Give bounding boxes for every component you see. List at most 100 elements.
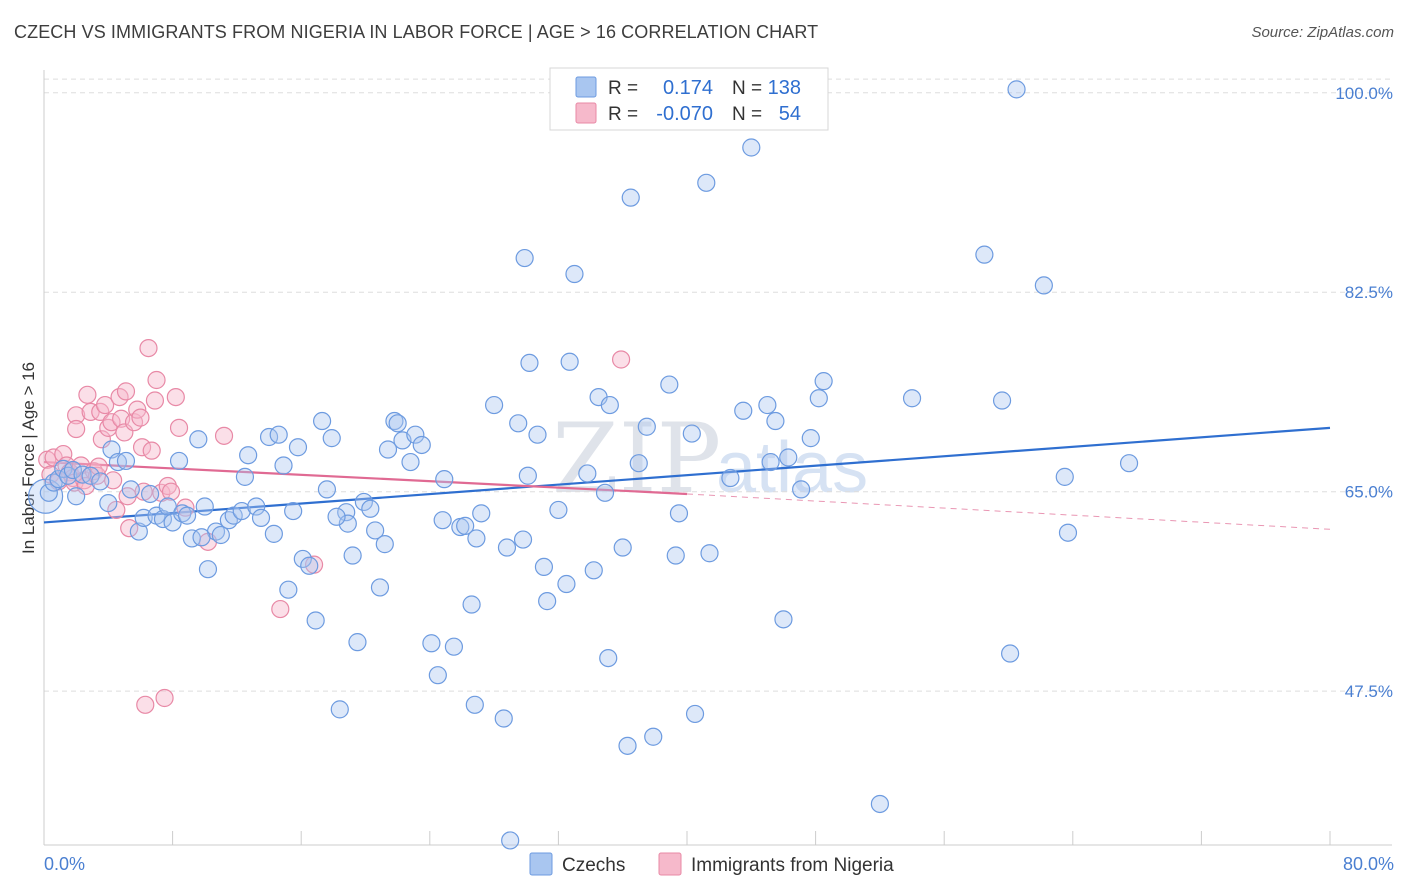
series-czech-points: [28, 80, 1139, 850]
legend-swatch-nigeria: [575, 102, 597, 124]
point-czech: [198, 560, 218, 579]
point-czech: [758, 395, 777, 415]
legend-r-label-czech: R =: [608, 78, 638, 99]
point-nigeria: [145, 391, 165, 410]
point-czech: [401, 452, 420, 472]
point-czech: [140, 484, 160, 504]
point-czech: [129, 522, 148, 541]
point-czech: [613, 538, 632, 557]
point-czech: [247, 497, 266, 516]
point-nigeria: [169, 418, 189, 437]
point-czech: [485, 395, 504, 415]
bottom-legend-label-nigeria: Immigrants from Nigeria: [691, 855, 894, 876]
point-czech: [584, 561, 603, 580]
point-czech: [534, 557, 554, 577]
point-czech: [317, 480, 337, 499]
chart-source: Source: ZipAtlas.com: [1251, 24, 1394, 41]
point-nigeria: [120, 519, 139, 538]
bottom-legend-label-czech: Czechs: [562, 855, 625, 876]
point-czech: [682, 424, 701, 443]
point-nigeria: [67, 419, 86, 439]
point-czech: [312, 411, 332, 431]
point-czech: [618, 736, 637, 755]
point-czech: [644, 727, 663, 746]
point-nigeria: [139, 338, 158, 358]
trend-line-nigeria: [43, 460, 688, 496]
point-czech: [116, 451, 136, 471]
point-czech: [279, 580, 298, 599]
point-czech: [169, 451, 189, 471]
point-czech: [63, 460, 83, 480]
point-czech: [518, 466, 537, 485]
point-czech: [337, 503, 356, 522]
point-czech: [549, 500, 568, 520]
point-nigeria: [136, 695, 155, 714]
point-czech: [182, 529, 201, 548]
point-czech: [264, 524, 283, 543]
point-czech: [528, 425, 547, 444]
y-tick-label: 82.5%: [1345, 283, 1393, 302]
point-czech: [721, 468, 740, 488]
point-czech: [81, 466, 100, 485]
y-tick-label: 47.5%: [1345, 682, 1393, 701]
y-tick-label: 65.0%: [1345, 483, 1393, 502]
series-legend: Czechs Immigrants from Nigeria: [529, 852, 894, 876]
point-czech: [902, 389, 922, 408]
point-nigeria: [147, 370, 166, 390]
point-czech: [700, 544, 719, 563]
point-czech: [1007, 80, 1026, 99]
point-czech: [792, 480, 811, 499]
point-czech: [322, 429, 341, 448]
watermark-zip: ZIP: [552, 403, 721, 515]
point-nigeria: [116, 382, 136, 401]
point-czech: [354, 492, 373, 512]
point-nigeria: [271, 599, 290, 619]
point-czech: [497, 538, 517, 557]
legend-r-value-nigeria: -0.070: [656, 103, 713, 125]
point-czech: [766, 411, 785, 431]
point-czech: [343, 546, 362, 565]
x-tick-label-max: 80.0%: [1343, 854, 1394, 874]
point-czech: [288, 438, 308, 457]
point-czech: [595, 483, 615, 502]
legend-r-value-czech: 0.174: [663, 77, 713, 99]
point-czech: [385, 411, 404, 431]
point-czech: [444, 637, 464, 656]
point-czech: [578, 464, 597, 483]
y-tick-label: 100.0%: [1335, 84, 1393, 103]
point-czech: [515, 248, 534, 268]
point-czech: [557, 574, 576, 594]
point-czech: [211, 525, 230, 545]
legend-n-label-czech: N =: [732, 78, 762, 99]
point-czech: [306, 611, 325, 630]
point-czech: [274, 456, 293, 475]
point-czech: [1119, 454, 1139, 473]
point-czech: [975, 245, 994, 264]
point-czech: [465, 695, 484, 714]
point-czech: [330, 700, 349, 719]
point-nigeria: [214, 426, 234, 445]
y-axis-label: In Labor Force | Age > 16: [19, 362, 38, 554]
point-czech: [779, 448, 798, 467]
point-czech: [121, 480, 140, 499]
point-czech: [538, 592, 557, 611]
legend-n-value-czech: 138: [768, 77, 801, 99]
point-nigeria: [158, 476, 177, 496]
point-czech: [669, 504, 689, 523]
point-czech: [600, 395, 619, 415]
point-czech: [501, 831, 520, 850]
point-czech: [67, 487, 86, 506]
point-czech: [992, 391, 1012, 410]
point-czech: [378, 440, 398, 459]
point-czech: [348, 633, 367, 652]
point-nigeria: [611, 350, 631, 369]
point-czech: [637, 417, 656, 436]
point-czech: [284, 501, 303, 521]
point-czech: [422, 634, 441, 653]
point-czech: [814, 372, 833, 391]
point-nigeria: [142, 441, 161, 460]
point-czech: [412, 435, 431, 455]
point-nigeria: [132, 438, 152, 457]
point-czech: [235, 467, 255, 486]
point-nigeria: [78, 385, 97, 404]
